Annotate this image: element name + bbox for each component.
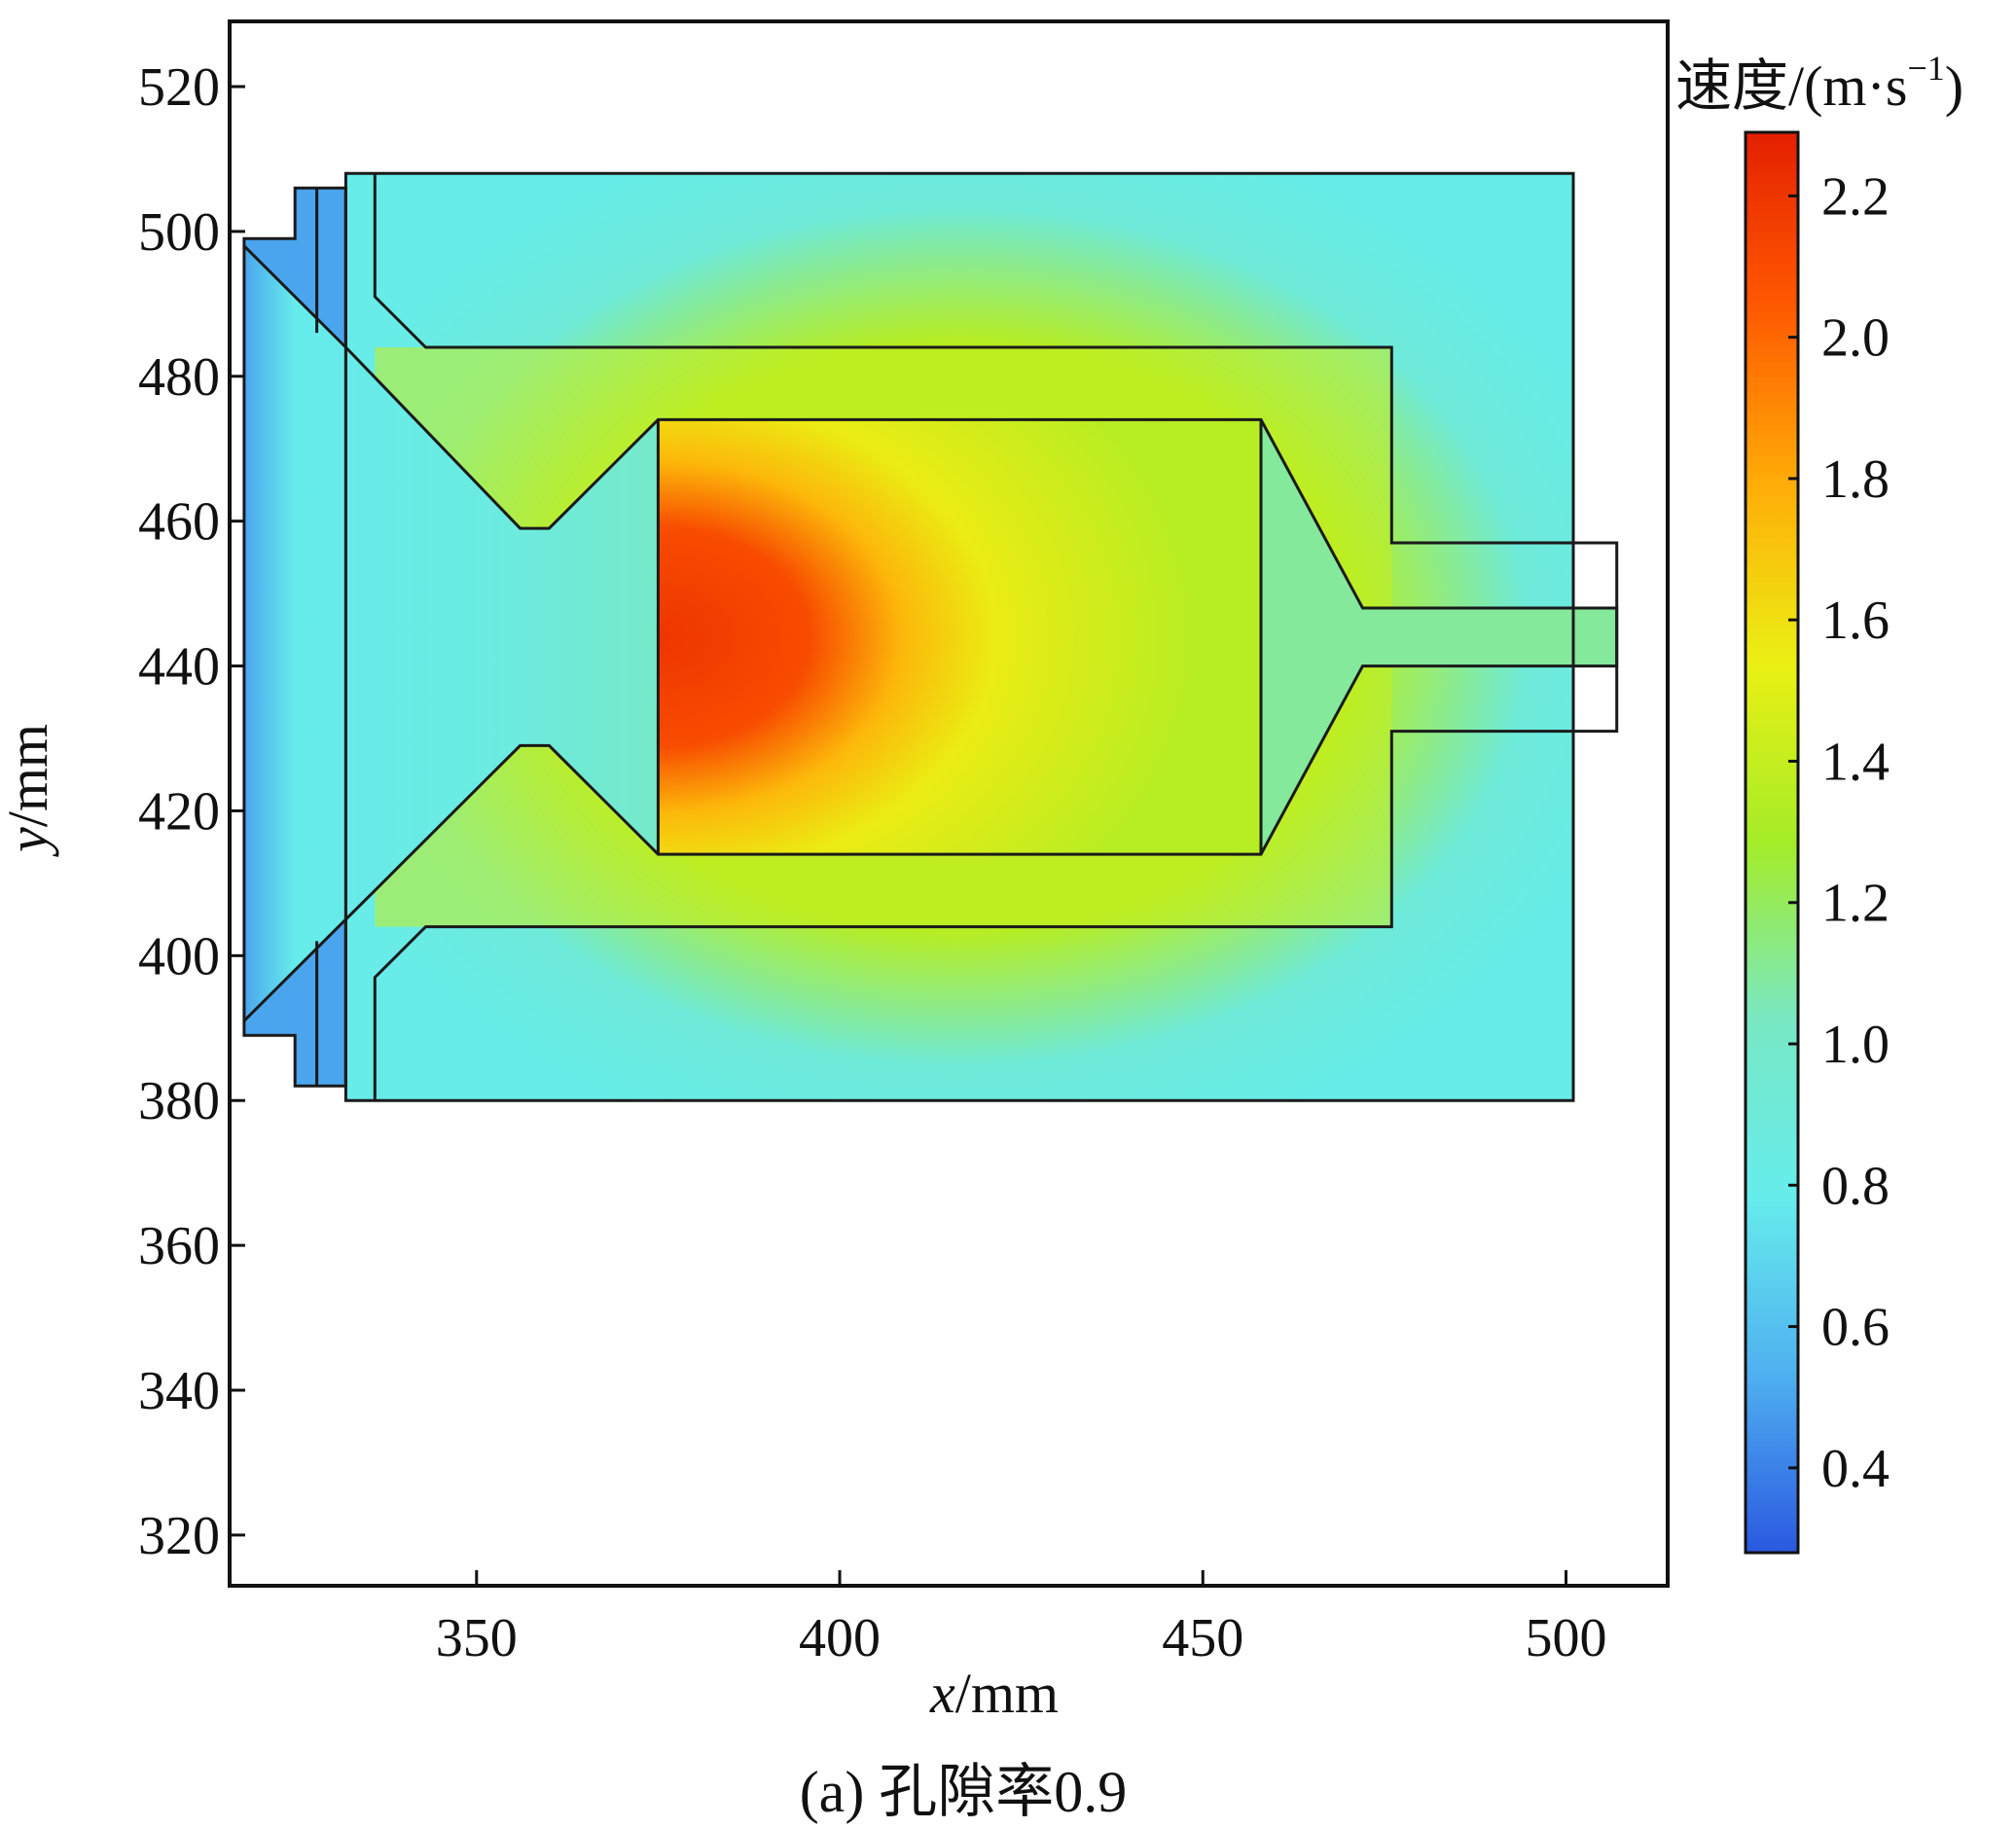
colorbar-tick-label: 1.0 — [1821, 1015, 1890, 1075]
plot-frame — [228, 19, 1670, 1588]
colorbar-tick-label: 2.0 — [1821, 308, 1890, 369]
geometry-walls — [242, 171, 1619, 1102]
colorbar-ticks: 0.4 0.6 0.8 1.0 1.2 1.4 1.6 1.8 2.0 2.2 — [1788, 166, 1890, 1499]
x-tick-label: 350 — [436, 1608, 518, 1668]
y-tick-label: 480 — [138, 347, 220, 408]
colorbar-tick-label: 1.4 — [1821, 732, 1890, 792]
colorbar-tick-label: 0.6 — [1821, 1298, 1890, 1358]
colorbar-title: 速度/(m·s−1) — [1675, 49, 1963, 118]
y-tick-label: 360 — [138, 1216, 220, 1276]
y-axis-ticks: 320 340 360 380 400 420 440 460 480 500 520 — [138, 57, 245, 1566]
colorbar-tick-label: 0.4 — [1821, 1439, 1890, 1499]
x-axis-label: x/mm — [929, 1662, 1059, 1725]
outlet-region — [1261, 419, 1617, 855]
colorbar-gradient — [1744, 130, 1800, 1555]
y-tick-label: 400 — [138, 926, 220, 986]
wall-line — [373, 173, 1619, 1101]
velocity-field — [243, 173, 1617, 1101]
colorbar-tick-label: 0.8 — [1821, 1156, 1890, 1216]
y-tick-label: 440 — [138, 637, 220, 698]
inlet-cone-region — [243, 245, 659, 1022]
x-axis-ticks: 350 400 450 500 — [436, 1570, 1606, 1668]
y-tick-label: 340 — [138, 1361, 220, 1421]
y-tick-label: 420 — [138, 781, 220, 842]
y-axis-label: y/mm — [0, 724, 59, 857]
porous-core-region — [658, 419, 1261, 855]
y-tick-label: 320 — [138, 1506, 220, 1566]
colorbar-tick-label: 1.6 — [1821, 591, 1890, 651]
x-tick-label: 400 — [799, 1608, 881, 1668]
figure-caption: (a) 孔隙率0.9 — [800, 1760, 1128, 1824]
colorbar-tick-label: 1.8 — [1821, 449, 1890, 510]
x-tick-label: 500 — [1525, 1608, 1606, 1668]
y-tick-label: 500 — [138, 202, 220, 263]
x-tick-label: 450 — [1162, 1608, 1243, 1668]
colorbar: 速度/(m·s−1) 0.4 0.6 0.8 1.0 1.2 1.4 1.6 1.8 2.0 2.… — [1675, 49, 1963, 1555]
y-tick-label: 380 — [138, 1071, 220, 1131]
y-tick-label: 520 — [138, 57, 220, 118]
y-tick-label: 460 — [138, 492, 220, 553]
colorbar-tick-label: 2.2 — [1821, 166, 1890, 227]
colorbar-tick-label: 1.2 — [1821, 874, 1890, 934]
